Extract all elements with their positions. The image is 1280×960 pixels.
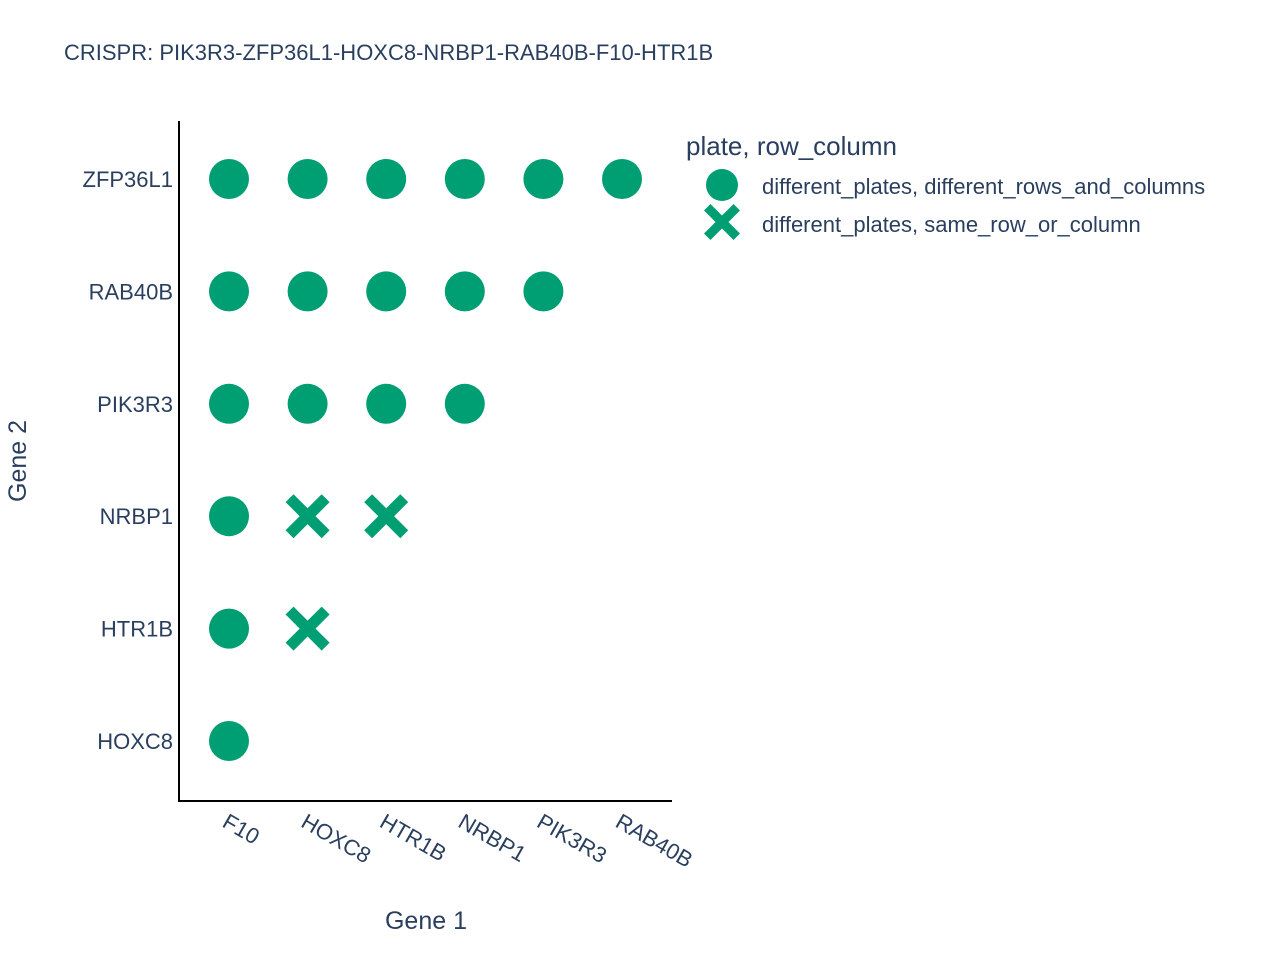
x-tick-labels: F10 HOXC8 HTR1B NRBP1 PIK3R3 RAB40B (219, 809, 698, 873)
marker-hoxc8-nrbp1 (285, 494, 330, 539)
marker-nrbp1-pik3r3 (444, 383, 485, 424)
marker-hoxc8-pik3r3 (287, 383, 328, 424)
y-tick-label-zfp36l1: ZFP36L1 (83, 167, 174, 192)
legend-item-circle-circle-icon (706, 169, 738, 201)
marker-htr1b-pik3r3 (366, 383, 407, 424)
marker-htr1b-zfp36l1 (366, 159, 407, 199)
x-tick-label-hoxc8: HOXC8 (297, 809, 375, 869)
marker-htr1b-rab40b (366, 271, 407, 312)
x-tick-label-htr1b: HTR1B (376, 809, 451, 867)
legend-items: different_plates, different_rows_and_col… (704, 169, 1205, 240)
marker-nrbp1-rab40b (444, 271, 485, 312)
marker-htr1b-nrbp1 (364, 494, 409, 539)
x-tick-label-f10: F10 (219, 809, 264, 850)
y-tick-labels: HOXC8 HTR1B NRBP1 PIK3R3 RAB40B ZFP36L1 (83, 167, 174, 754)
plot-area: F10 HOXC8 HTR1B NRBP1 PIK3R3 RAB40B HOXC8HTR1… (83, 121, 698, 873)
x-tick-label-rab40b: RAB40B (612, 809, 698, 873)
marker-f10-pik3r3 (209, 383, 249, 424)
x-tick-label-nrbp1: NRBP1 (454, 809, 530, 867)
marker-pik3r3-zfp36l1 (523, 159, 564, 199)
marker-f10-hoxc8 (209, 721, 249, 761)
marker-pik3r3-rab40b (523, 271, 564, 312)
chart-title: CRISPR: PIK3R3-ZFP36L1-HOXC8-NRBP1-RAB40… (64, 40, 713, 65)
y-axis-title: Gene 2 (4, 420, 32, 502)
marker-f10-zfp36l1 (209, 159, 249, 199)
data-markers (209, 159, 642, 761)
y-tick-label-rab40b: RAB40B (89, 279, 173, 304)
marker-hoxc8-zfp36l1 (287, 159, 328, 199)
x-tick-label-pik3r3: PIK3R3 (533, 809, 611, 869)
legend-item-circle-label: different_plates, different_rows_and_col… (762, 174, 1205, 199)
marker-f10-nrbp1 (209, 496, 249, 537)
legend-item-x-x-icon (704, 204, 740, 240)
y-tick-label-hoxc8: HOXC8 (97, 729, 173, 754)
legend-item-x-label: different_plates, same_row_or_column (762, 212, 1141, 237)
legend-title: plate, row_column (686, 131, 897, 161)
marker-nrbp1-zfp36l1 (444, 159, 485, 199)
y-tick-label-nrbp1: NRBP1 (100, 504, 173, 529)
y-tick-label-pik3r3: PIK3R3 (97, 392, 173, 417)
marker-f10-htr1b (209, 608, 249, 649)
marker-rab40b-zfp36l1 (602, 159, 642, 199)
x-axis-title: Gene 1 (385, 907, 467, 935)
marker-hoxc8-htr1b (285, 606, 330, 651)
y-tick-label-htr1b: HTR1B (101, 617, 173, 642)
legend: plate, row_column different_plates, diff… (686, 131, 1205, 240)
marker-hoxc8-rab40b (287, 271, 328, 312)
marker-f10-rab40b (209, 271, 249, 312)
